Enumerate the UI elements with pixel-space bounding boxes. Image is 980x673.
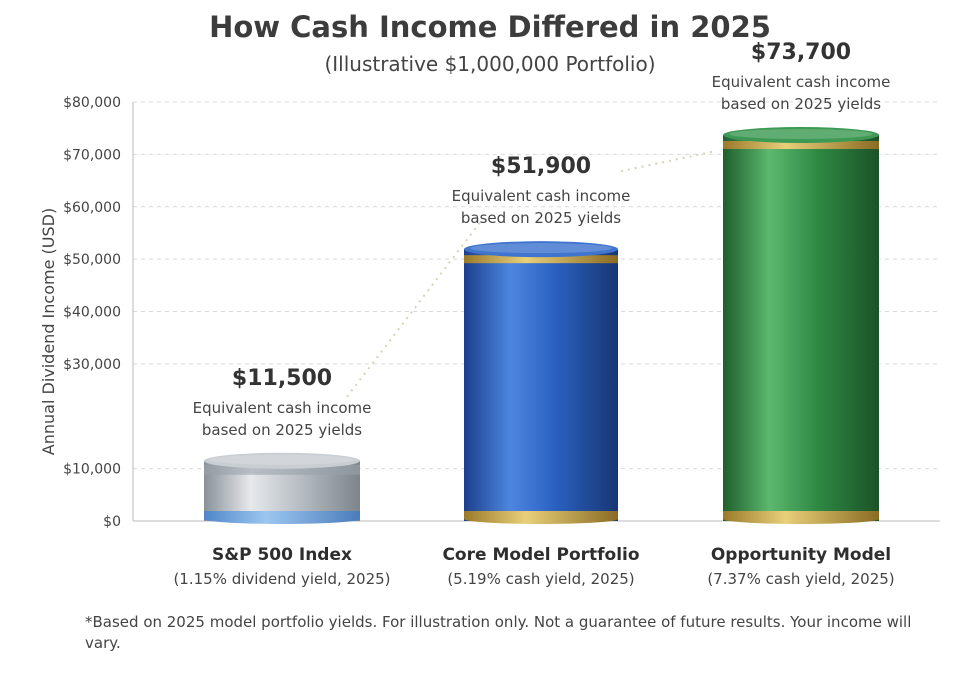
x-category-label: S&P 500 Index [212,545,352,565]
bar-top-highlight [470,243,612,254]
bar-lid-band [723,140,879,149]
bar [464,249,618,521]
y-tick-label: $30,000 [63,357,121,373]
bar-top-highlight [210,454,354,465]
bar-top-highlight [729,128,873,139]
annotation-line-1: Equivalent cash income [193,399,372,417]
x-category-sublabel: (7.37% cash yield, 2025) [707,570,894,588]
annotation-line-1: Equivalent cash income [452,187,631,205]
bar [723,134,879,521]
x-category-label: Core Model Portfolio [442,545,639,565]
bars [204,126,879,524]
y-tick-label: $60,000 [63,200,121,216]
annotation-line-1: Equivalent cash income [712,73,891,91]
x-category-sublabel: (1.15% dividend yield, 2025) [173,570,390,588]
labels: $11,500 Equivalent cash income based on 20… [173,40,894,588]
annotation-line-2: based on 2025 yields [461,209,621,227]
y-tick-label: $0 [103,514,121,530]
chart-subtitle: (Illustrative $1,000,000 Portfolio) [324,52,656,76]
bar-lid-band [464,255,618,264]
data-label: $11,500 [232,366,332,391]
annotation-line-2: based on 2025 yields [202,421,362,439]
x-category-sublabel: (5.19% cash yield, 2025) [447,570,634,588]
bar-base-rim [723,514,879,524]
connector-line [346,220,482,398]
y-tick-label: $70,000 [63,147,121,163]
chart-title: How Cash Income Differed in 2025 [209,10,771,44]
y-axis-label: Annual Dividend Income (USD) [39,208,58,455]
annotation-line-2: based on 2025 yields [721,95,881,113]
bar-top [204,452,360,469]
y-tick-label: $80,000 [63,95,121,111]
bar-top [464,241,618,258]
y-tick-label: $50,000 [63,252,121,268]
data-label: $73,700 [751,40,851,65]
y-tick-label: $10,000 [63,462,121,478]
axes: $0 $10,000 $30,000 $40,000 $50,000 $60,000 $70… [39,95,940,530]
bar-top [723,126,879,143]
bar-base-rim [204,514,360,524]
data-label: $51,900 [491,154,591,179]
bar-lid-band [204,464,360,475]
y-tick-label: $40,000 [63,305,121,321]
x-category-label: Opportunity Model [711,545,891,565]
footnote: *Based on 2025 model portfolio yields. F… [85,613,912,652]
bar-base-rim [464,514,618,524]
